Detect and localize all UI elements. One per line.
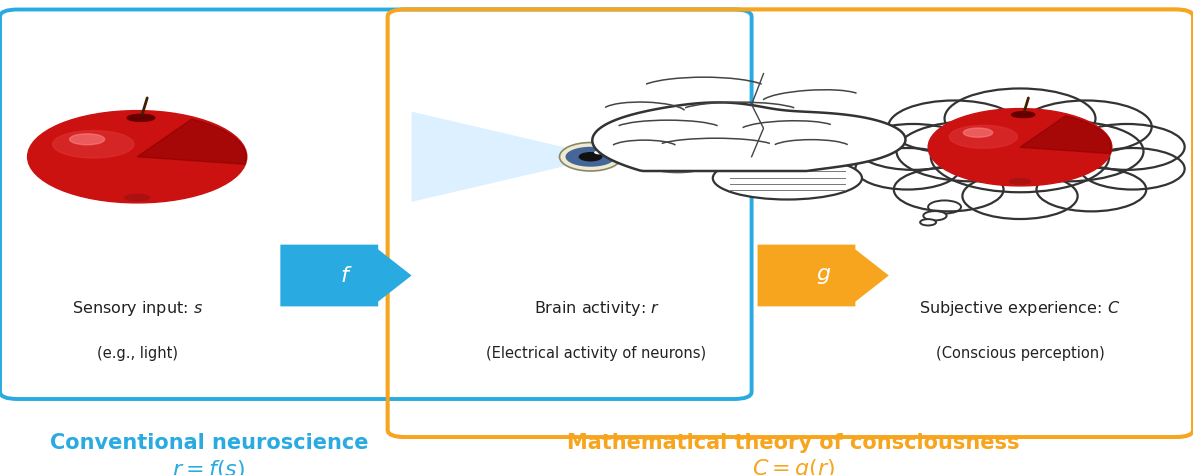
Wedge shape — [1020, 116, 1112, 153]
Circle shape — [889, 101, 1020, 153]
Text: Sensory input: $s$: Sensory input: $s$ — [72, 299, 203, 318]
Text: $g$: $g$ — [816, 266, 830, 285]
Polygon shape — [758, 245, 889, 306]
Wedge shape — [137, 119, 246, 164]
Text: $r = f(s)$: $r = f(s)$ — [172, 458, 246, 475]
Circle shape — [855, 124, 971, 170]
Ellipse shape — [27, 111, 247, 203]
Ellipse shape — [69, 134, 105, 145]
Ellipse shape — [1012, 112, 1034, 118]
Polygon shape — [592, 103, 905, 171]
Ellipse shape — [124, 194, 150, 201]
Circle shape — [565, 147, 616, 167]
Text: Mathematical theory of consciousness: Mathematical theory of consciousness — [567, 433, 1020, 453]
Text: (Electrical activity of neurons): (Electrical activity of neurons) — [487, 346, 706, 361]
Circle shape — [993, 121, 1143, 181]
Ellipse shape — [560, 142, 622, 171]
Polygon shape — [412, 112, 579, 202]
Ellipse shape — [713, 157, 861, 200]
FancyBboxPatch shape — [388, 10, 1193, 437]
Ellipse shape — [963, 128, 993, 137]
Circle shape — [920, 219, 937, 226]
Circle shape — [931, 121, 1109, 192]
Circle shape — [963, 173, 1077, 219]
Circle shape — [897, 121, 1047, 181]
Text: $f$: $f$ — [340, 266, 352, 285]
Circle shape — [594, 151, 604, 154]
Circle shape — [945, 88, 1095, 149]
Ellipse shape — [950, 125, 1018, 148]
Ellipse shape — [928, 109, 1112, 186]
Text: Subjective experience: $C$: Subjective experience: $C$ — [920, 299, 1120, 318]
Circle shape — [1069, 124, 1185, 170]
Circle shape — [1020, 101, 1151, 153]
Text: Conventional neuroscience: Conventional neuroscience — [50, 433, 367, 453]
Text: Brain activity: $r$: Brain activity: $r$ — [533, 299, 660, 318]
Text: (Conscious perception): (Conscious perception) — [935, 346, 1105, 361]
Ellipse shape — [1009, 179, 1031, 184]
Text: $C = g(r)$: $C = g(r)$ — [752, 457, 835, 475]
Circle shape — [1081, 148, 1185, 190]
Circle shape — [579, 152, 602, 162]
Ellipse shape — [128, 114, 155, 121]
Ellipse shape — [52, 131, 134, 158]
Circle shape — [923, 211, 946, 220]
Circle shape — [894, 168, 1003, 211]
Circle shape — [928, 200, 962, 214]
Polygon shape — [280, 245, 412, 306]
Text: (e.g., light): (e.g., light) — [97, 346, 178, 361]
Circle shape — [855, 148, 959, 190]
FancyBboxPatch shape — [388, 10, 1193, 437]
Circle shape — [1037, 168, 1146, 211]
